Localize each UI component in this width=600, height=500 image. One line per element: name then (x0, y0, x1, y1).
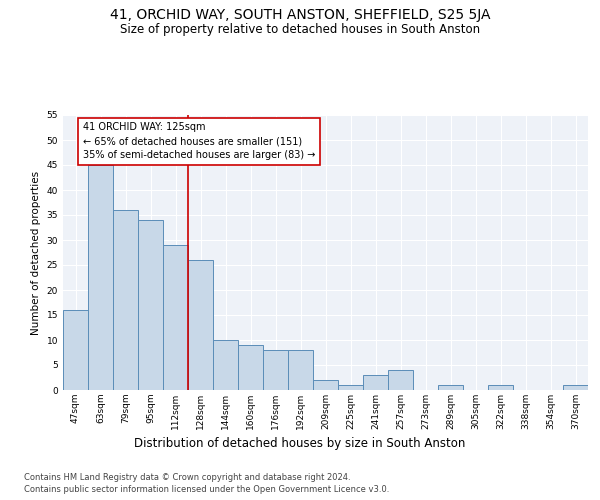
Text: Contains HM Land Registry data © Crown copyright and database right 2024.: Contains HM Land Registry data © Crown c… (24, 472, 350, 482)
Bar (163, 245, 188, 390)
Bar (438, 385, 463, 390)
Text: Contains public sector information licensed under the Open Government Licence v3: Contains public sector information licen… (24, 485, 389, 494)
Text: Distribution of detached houses by size in South Anston: Distribution of detached houses by size … (134, 438, 466, 450)
Text: Size of property relative to detached houses in South Anston: Size of property relative to detached ho… (120, 22, 480, 36)
Bar (113, 210, 138, 390)
Bar (263, 350, 288, 390)
Y-axis label: Number of detached properties: Number of detached properties (31, 170, 41, 334)
Bar (138, 220, 163, 390)
Bar (188, 260, 213, 390)
Text: 41, ORCHID WAY, SOUTH ANSTON, SHEFFIELD, S25 5JA: 41, ORCHID WAY, SOUTH ANSTON, SHEFFIELD,… (110, 8, 490, 22)
Bar (88, 165, 113, 390)
Bar (563, 385, 588, 390)
Bar (338, 385, 363, 390)
Bar (488, 385, 513, 390)
Bar (363, 375, 388, 390)
Bar (213, 340, 238, 390)
Bar (313, 380, 338, 390)
Bar (63, 310, 88, 390)
Text: 41 ORCHID WAY: 125sqm
← 65% of detached houses are smaller (151)
35% of semi-det: 41 ORCHID WAY: 125sqm ← 65% of detached … (83, 122, 316, 160)
Bar (288, 350, 313, 390)
Bar (388, 370, 413, 390)
Bar (238, 345, 263, 390)
